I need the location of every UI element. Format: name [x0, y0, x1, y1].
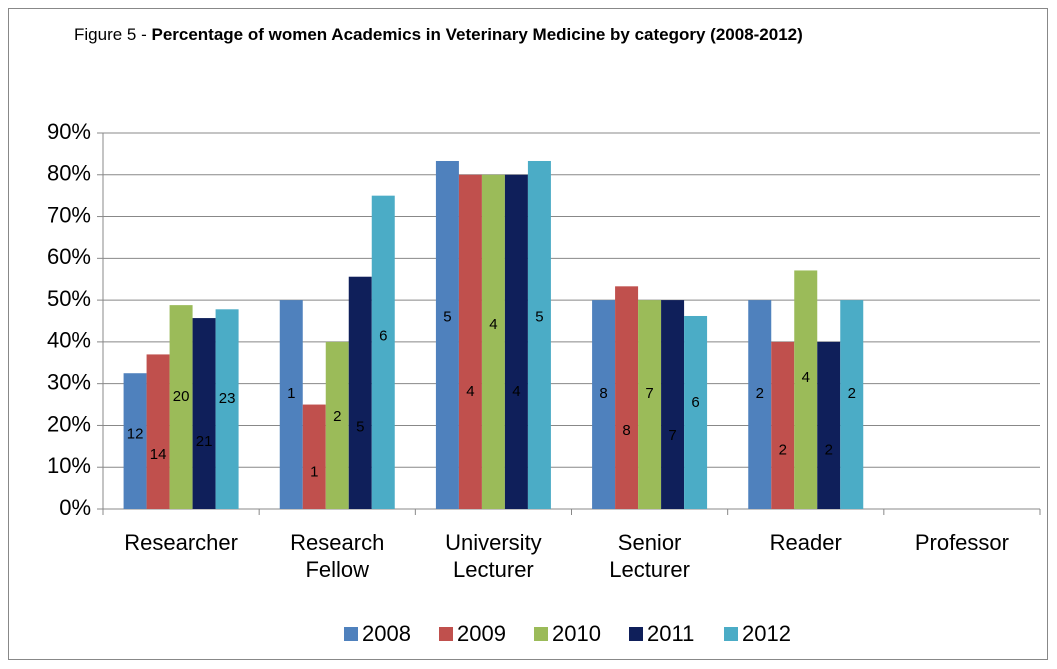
bar [146, 354, 170, 509]
data-label: 7 [645, 385, 653, 402]
bar [817, 341, 841, 509]
data-label: 4 [802, 369, 810, 386]
y-tick-label: 30% [47, 369, 91, 394]
bar [771, 341, 795, 509]
data-label: 8 [599, 385, 607, 402]
y-tick-label: 20% [47, 411, 91, 436]
bar [458, 174, 482, 509]
bar [504, 174, 528, 509]
bar [592, 300, 616, 509]
legend-label: 2012 [742, 621, 791, 646]
data-label: 4 [489, 316, 497, 333]
bar [481, 174, 505, 509]
y-tick-label: 0% [59, 495, 91, 520]
title-main: Percentage of women Academics in Veterin… [151, 25, 803, 44]
bar [615, 286, 639, 509]
bar [215, 309, 239, 509]
legend-swatch [534, 627, 548, 641]
data-label: 5 [443, 309, 451, 326]
bar [302, 404, 326, 509]
x-tick-label: Research Fellow [290, 530, 385, 582]
bar [325, 341, 349, 509]
legend-label: 2009 [457, 621, 506, 646]
data-label: 2 [756, 385, 764, 402]
data-label: 6 [379, 328, 387, 345]
data-label: 2 [333, 408, 341, 425]
data-label: 12 [127, 425, 144, 442]
legend-swatch [439, 627, 453, 641]
x-tick-label: Researcher [124, 530, 238, 555]
legend-label: 2008 [362, 621, 411, 646]
bar [348, 276, 372, 509]
legend-label: 2010 [552, 621, 601, 646]
data-label: 2 [779, 441, 787, 458]
legend-swatch [629, 627, 643, 641]
data-label: 2 [848, 385, 856, 402]
data-label: 20 [173, 388, 190, 405]
title-prefix: Figure 5 - [74, 25, 152, 44]
bar [169, 305, 193, 509]
legend-swatch [724, 627, 738, 641]
legend-label: 2011 [647, 621, 694, 646]
bar [123, 373, 147, 509]
data-label: 7 [668, 427, 676, 444]
y-tick-label: 40% [47, 328, 91, 353]
x-tick-label: Senior Lecturer [609, 530, 690, 582]
y-tick-label: 10% [47, 453, 91, 478]
chart-title: Figure 5 - Percentage of women Academics… [74, 20, 874, 50]
chart-frame [8, 8, 1048, 660]
bar [794, 270, 818, 509]
data-label: 2 [825, 441, 833, 458]
data-label: 8 [622, 422, 630, 439]
data-label: 23 [219, 390, 236, 407]
bar [527, 160, 551, 510]
bar [435, 160, 459, 510]
y-tick-label: 90% [47, 119, 91, 144]
y-tick-label: 80% [47, 161, 91, 186]
y-tick-label: 60% [47, 244, 91, 269]
data-label: 5 [535, 309, 543, 326]
x-tick-label: University Lecturer [445, 530, 542, 582]
data-label: 1 [310, 463, 318, 480]
data-label: 4 [512, 383, 520, 400]
y-tick-label: 50% [47, 286, 91, 311]
bar [684, 315, 708, 509]
legend-swatch [344, 627, 358, 641]
data-label: 6 [691, 394, 699, 411]
data-label: 1 [287, 385, 295, 402]
x-tick-label: Reader [769, 530, 842, 555]
bar [638, 300, 662, 509]
bar [371, 195, 395, 509]
data-label: 14 [150, 446, 167, 463]
bar [748, 300, 772, 509]
bar [192, 318, 216, 509]
bar [840, 300, 864, 509]
x-tick-label: Professor [914, 530, 1009, 555]
data-label: 4 [466, 383, 474, 400]
y-tick-label: 70% [47, 202, 91, 227]
data-label: 5 [356, 419, 364, 436]
bar [661, 300, 685, 509]
data-label: 21 [196, 433, 213, 450]
bar [279, 300, 303, 509]
